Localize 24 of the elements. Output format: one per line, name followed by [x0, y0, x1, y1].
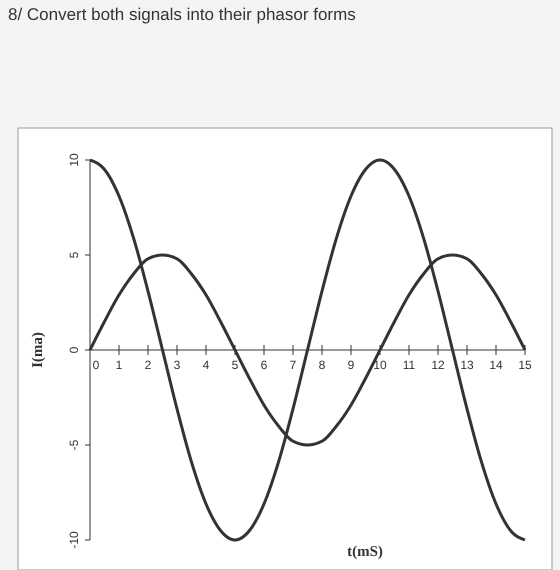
x-axis-title: t(mS) — [347, 544, 383, 560]
x-tick-label: 14 — [489, 358, 503, 372]
x-tick-label: 0 — [92, 358, 100, 372]
y-tick-label: 0 — [67, 346, 81, 354]
x-tick-label: 12 — [431, 358, 445, 372]
chart-title: 8/ Convert both signals into their phasor forms — [8, 5, 356, 24]
x-tick-label: 1 — [116, 358, 123, 372]
y-tick-label: 5 — [67, 251, 81, 258]
x-tick-label: 10 — [373, 358, 387, 372]
y-tick-label: -5 — [67, 439, 81, 450]
x-tick-label: 4 — [202, 358, 210, 372]
x-tick-label: 9 — [348, 358, 355, 372]
y-tick-label: -10 — [67, 531, 81, 549]
x-tick-label: 7 — [290, 358, 297, 372]
x-tick-label: 15 — [518, 358, 532, 372]
x-tick-label: 2 — [144, 358, 152, 372]
x-tick-label: 8 — [318, 358, 326, 372]
x-tick-label: 5 — [232, 358, 239, 372]
y-axis-title: I(ma) — [30, 332, 46, 368]
y-tick-label: 10 — [67, 153, 81, 167]
x-tick-label: 13 — [460, 358, 474, 372]
x-tick-label: 6 — [260, 358, 268, 372]
x-tick-label: 3 — [174, 358, 181, 372]
x-tick-label: 11 — [402, 358, 416, 372]
